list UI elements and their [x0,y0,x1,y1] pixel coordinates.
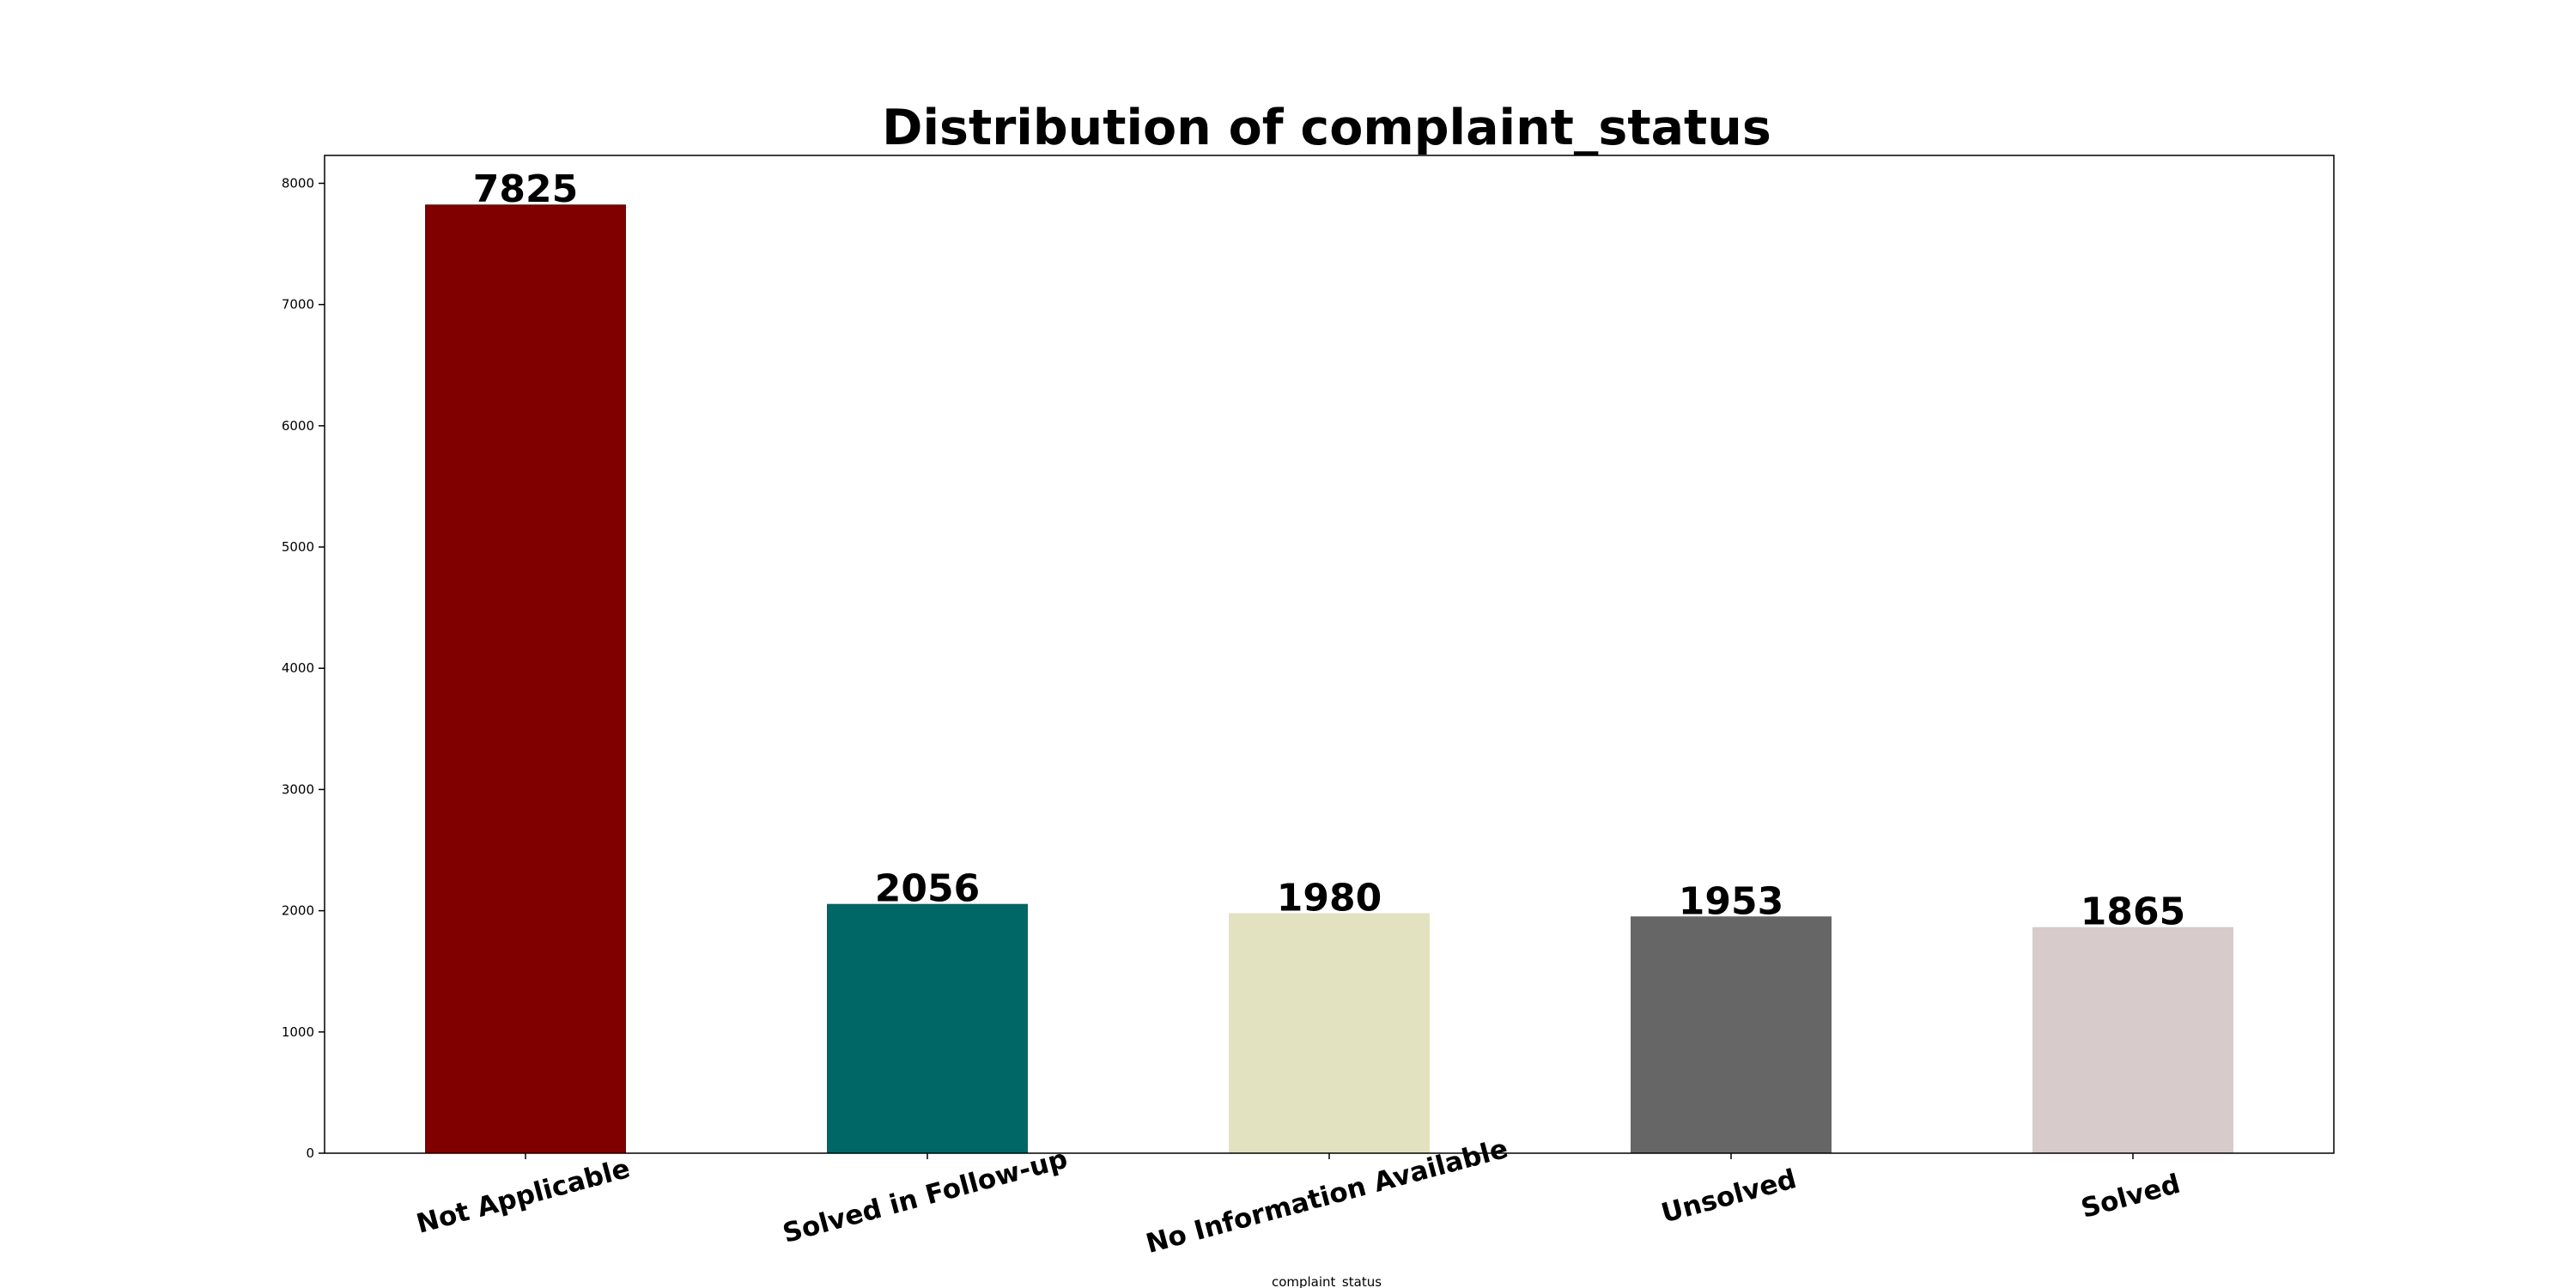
bar [425,204,626,1154]
bar-value-label: 1980 [1277,876,1382,920]
bar [1631,916,1832,1153]
y-tick-label: 8000 [282,175,314,191]
bar [1229,913,1430,1153]
bar [827,903,1028,1153]
bar [2032,927,2233,1153]
chart-title: Distribution of complaint_status [882,100,1771,156]
bar-value-label: 2056 [875,867,980,911]
x-tick-label: Unsolved [1658,1163,1800,1229]
y-tick-label: 7000 [282,297,314,313]
bar-value-label: 7825 [473,167,578,211]
y-tick-label: 3000 [282,781,314,797]
y-tick-label: 1000 [282,1024,314,1040]
bars-layer: 7825 2056 1980 1953 1865 [425,167,2233,1154]
bar-value-label: 1865 [2081,890,2185,934]
x-tick-label: Not Applicable [413,1153,633,1240]
y-tick-label: 6000 [282,418,314,434]
y-tick-label: 2000 [282,903,314,919]
y-tick-label: 0 [306,1145,314,1161]
bar-value-label: 1953 [1679,879,1783,923]
plot-frame [324,155,2335,1154]
y-tick-label: 5000 [282,539,314,555]
x-tick-label: Solved [2078,1169,2184,1224]
y-tick-label: 4000 [282,660,314,676]
x-tick-label: Solved in Follow-up [780,1144,1071,1249]
y-axis: 0 1000 2000 3000 4000 5000 6000 7000 8000 [282,175,325,1161]
x-axis-label: complaint_status [1272,1274,1382,1288]
